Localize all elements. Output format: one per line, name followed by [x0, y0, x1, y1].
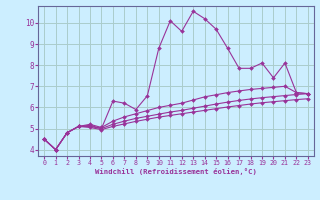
X-axis label: Windchill (Refroidissement éolien,°C): Windchill (Refroidissement éolien,°C)	[95, 168, 257, 175]
